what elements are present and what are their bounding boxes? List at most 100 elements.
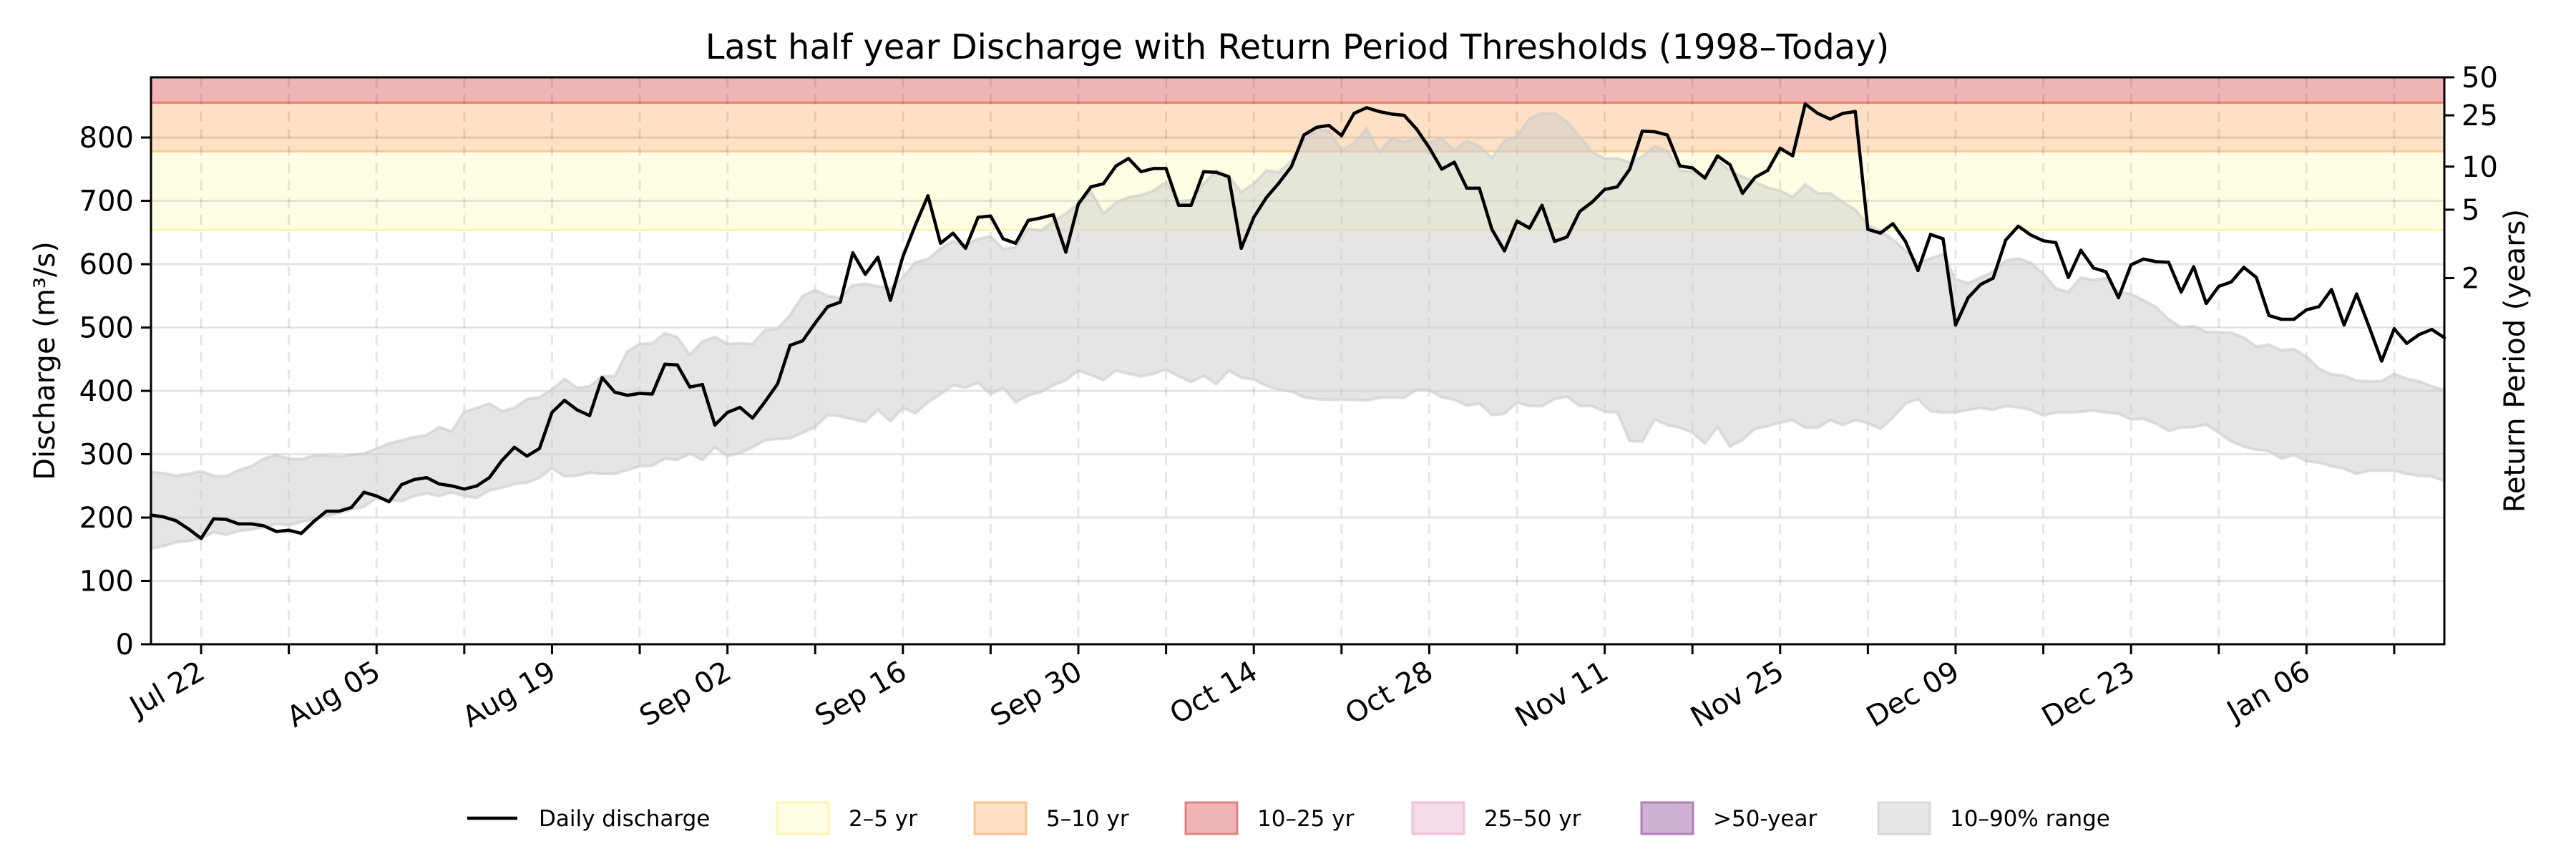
legend-item: 10–90% range: [1877, 801, 2110, 835]
data-point: [1741, 191, 1745, 195]
data-point: [1928, 233, 1933, 236]
legend-patch-swatch: [1411, 801, 1465, 835]
data-point: [1866, 228, 1870, 231]
data-point: [726, 410, 729, 414]
data-point: [1753, 175, 1757, 180]
data-point: [663, 362, 667, 367]
data-point: [1151, 167, 1156, 170]
data-point: [1365, 106, 1369, 110]
data-point: [2079, 248, 2083, 252]
data-point: [299, 531, 303, 535]
data-point: [926, 194, 930, 198]
data-point: [2142, 257, 2145, 261]
data-point: [1728, 162, 1732, 167]
data-point: [550, 410, 554, 414]
legend: Daily discharge 2–5 yr 5–10 yr 10–25 yr 25–5…: [467, 801, 2110, 835]
data-point: [1791, 154, 1795, 157]
data-point: [1916, 268, 1920, 273]
data-point: [237, 522, 240, 526]
data-point: [1816, 112, 1820, 115]
data-point: [751, 416, 754, 420]
data-point: [1665, 133, 1669, 137]
data-point: [2330, 288, 2333, 291]
data-point: [1014, 241, 1018, 246]
data-point: [1953, 323, 1958, 327]
data-point: [1640, 130, 1644, 133]
data-point: [2180, 290, 2183, 294]
data-point: [1314, 125, 1318, 130]
legend-label: Daily discharge: [539, 806, 710, 832]
data-point: [2317, 305, 2321, 309]
data-point: [738, 405, 742, 409]
data-point: [375, 494, 379, 498]
data-point: [249, 522, 253, 526]
data-point: [187, 527, 190, 531]
data-point: [2230, 280, 2233, 284]
data-point: [1603, 188, 1606, 191]
data-point: [562, 399, 567, 402]
data-point: [814, 321, 817, 325]
data-point: [801, 339, 804, 343]
data-point: [864, 273, 867, 276]
data-point: [1352, 112, 1356, 115]
data-point: [2067, 276, 2070, 279]
legend-item: >50-year: [1640, 801, 1817, 835]
data-point: [587, 414, 592, 417]
data-point: [2205, 301, 2208, 306]
legend-label: >50-year: [1713, 806, 1817, 832]
data-point: [1578, 210, 1581, 213]
right-tick-label: 10: [2462, 151, 2498, 184]
legend-patch-swatch: [1184, 801, 1239, 835]
data-point: [2405, 341, 2409, 345]
data-point: [2092, 266, 2095, 270]
data-point: [1252, 215, 1256, 219]
data-point: [1440, 168, 1444, 171]
data-point: [2104, 270, 2108, 273]
data-point: [2255, 276, 2258, 279]
data-point: [1176, 203, 1181, 207]
data-point: [1126, 157, 1131, 160]
legend-label: 25–50 yr: [1484, 806, 1581, 832]
data-point: [2355, 292, 2358, 296]
y-tick-label: 600: [79, 248, 134, 281]
data-point: [1891, 222, 1895, 225]
data-point: [2342, 323, 2346, 327]
data-point: [1841, 112, 1845, 115]
data-point: [989, 214, 992, 218]
data-point: [876, 256, 879, 259]
data-point: [1503, 249, 1506, 253]
data-point: [324, 509, 328, 513]
data-point: [1528, 226, 1531, 230]
data-point: [1828, 117, 1833, 121]
data-point: [337, 509, 341, 513]
data-point: [2305, 308, 2308, 311]
data-point: [412, 477, 416, 482]
data-point: [951, 231, 955, 235]
data-point: [939, 241, 942, 246]
data-point: [1490, 228, 1494, 231]
data-point: [650, 392, 654, 396]
data-point: [1089, 185, 1093, 189]
data-point: [1139, 170, 1143, 174]
data-point: [312, 520, 316, 523]
data-point: [1903, 239, 1908, 243]
data-point: [826, 305, 829, 309]
data-point: [262, 524, 265, 528]
data-point: [2280, 317, 2283, 321]
y-axis-label: Discharge (m³/s): [29, 241, 62, 480]
data-point: [839, 300, 842, 304]
data-point: [688, 385, 692, 389]
data-point: [2367, 325, 2371, 329]
data-point: [2004, 238, 2008, 242]
legend-item: 10–25 yr: [1184, 801, 1355, 835]
data-point: [1590, 200, 1594, 204]
data-point: [350, 505, 353, 510]
data-point: [1853, 110, 1858, 113]
legend-patch-swatch: [1640, 801, 1694, 835]
data-point: [1966, 296, 1970, 300]
y-tick-label: 100: [79, 566, 134, 598]
right-tick-label: 50: [2462, 62, 2498, 94]
data-point: [500, 459, 504, 462]
data-point: [1302, 133, 1306, 137]
data-point: [2054, 241, 2058, 245]
